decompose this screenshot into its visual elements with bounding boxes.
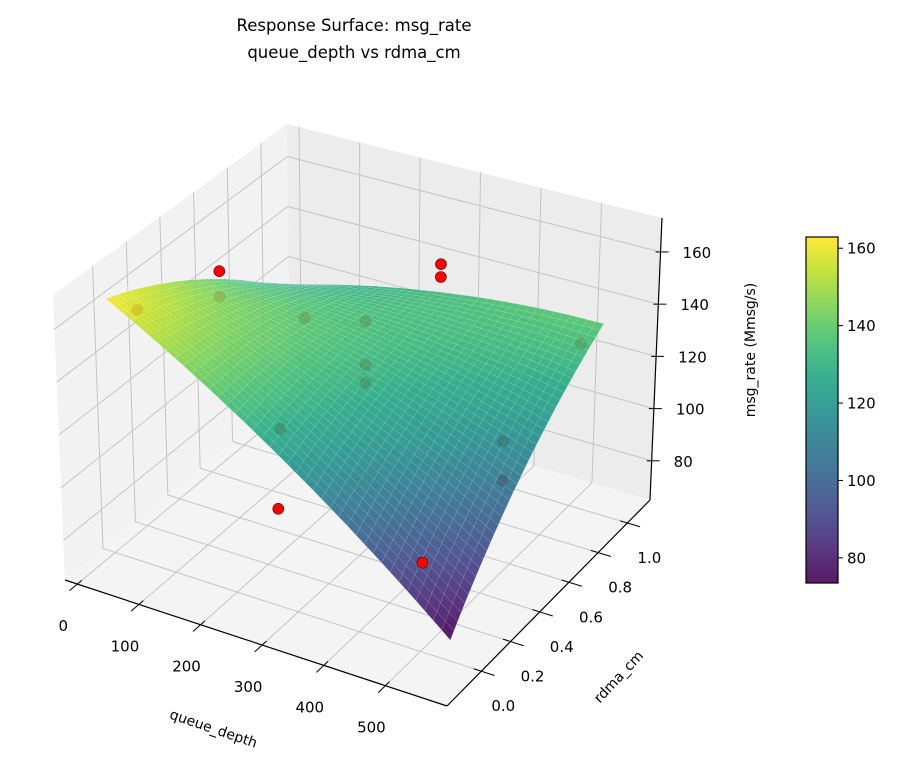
y-tick-label: 0.2: [521, 668, 545, 686]
scatter-point: [214, 266, 225, 277]
y-tick-label: 1.0: [637, 549, 661, 567]
scatter-point: [435, 271, 446, 282]
y-axis-label: rdma_cm: [591, 648, 647, 706]
z-tick-label: 80: [674, 453, 693, 471]
x-tick-label: 300: [234, 678, 263, 696]
z-tick-label: 140: [680, 296, 709, 314]
y-tick-label: 0.0: [491, 697, 515, 715]
colorbar-gradient: [806, 237, 838, 583]
colorbar-tick-label: 80: [847, 549, 866, 567]
scatter-point: [273, 503, 284, 514]
colorbar-tick-label: 100: [847, 472, 876, 490]
colorbar: 80 100 120 140 160: [806, 237, 876, 583]
chart-title: Response Surface: msg_rate: [236, 16, 471, 36]
x-axis-label: queue_depth: [167, 707, 259, 752]
y-tick-label: 0.4: [550, 638, 574, 656]
colorbar-tick-label: 120: [847, 395, 876, 413]
scatter-point: [435, 259, 446, 270]
z-axis-label: msg_rate (Mmsg/s): [743, 283, 759, 418]
x-tick-label: 100: [111, 637, 140, 655]
colorbar-tick-label: 140: [847, 317, 876, 335]
x-tick-label: 500: [357, 719, 386, 737]
y-tick-label: 0.6: [579, 608, 603, 626]
y-tick-label: 0.8: [608, 579, 632, 597]
z-tick-label: 120: [678, 348, 707, 366]
x-tick-label: 400: [295, 698, 324, 716]
x-tick-label: 200: [172, 658, 201, 676]
chart-subtitle: queue_depth vs rdma_cm: [247, 43, 460, 63]
z-tick-label: 160: [683, 244, 712, 262]
colorbar-tick-label: 160: [847, 240, 876, 258]
scatter-point: [417, 557, 428, 568]
z-tick-label: 100: [676, 401, 705, 419]
x-tick-label: 0: [59, 617, 69, 635]
